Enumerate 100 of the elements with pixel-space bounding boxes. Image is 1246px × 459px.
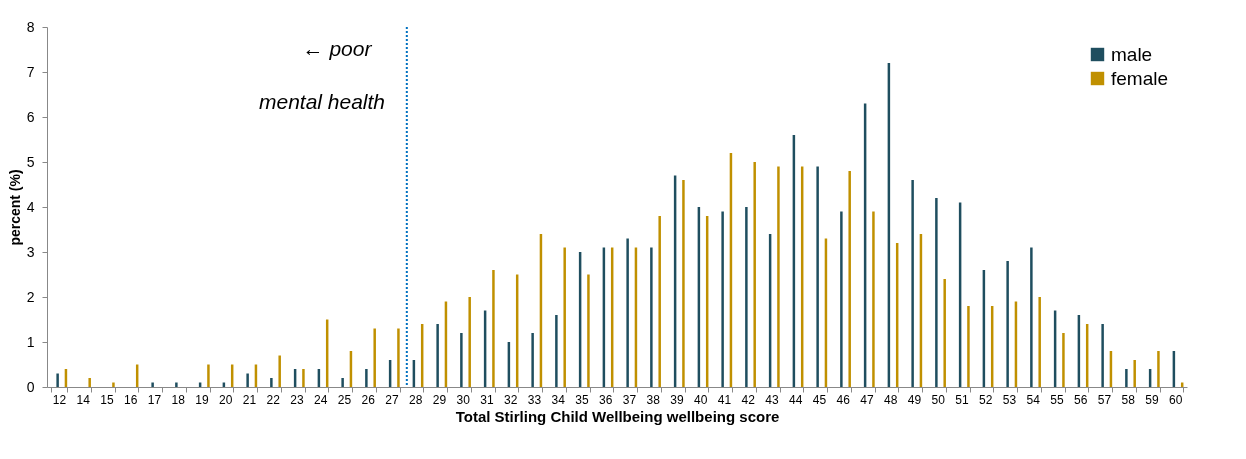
bar <box>373 328 376 387</box>
x-tick-label: 60 <box>1168 392 1183 407</box>
x-tick-label: 14 <box>76 392 91 407</box>
annotation: ← poor <box>302 37 373 60</box>
legend-label: female <box>1111 67 1169 89</box>
x-tick-label: 30 <box>456 392 471 407</box>
x-tick-label: 47 <box>860 392 874 407</box>
x-tick-label: 45 <box>812 392 827 407</box>
x-tick-label: 20 <box>218 392 233 407</box>
bar <box>468 297 471 387</box>
x-tick-label: 46 <box>836 392 851 407</box>
bar <box>777 166 780 387</box>
bar <box>587 274 590 387</box>
bar <box>278 355 281 387</box>
x-tick-label: 52 <box>978 392 993 407</box>
bar <box>1038 297 1041 387</box>
bar <box>397 328 400 387</box>
bar <box>872 211 875 387</box>
x-tick-label: 58 <box>1121 392 1136 407</box>
x-tick-label: 37 <box>622 392 637 407</box>
bar <box>270 378 273 387</box>
y-tick-label: 3 <box>26 243 35 260</box>
x-tick-label: 51 <box>955 392 969 407</box>
x-tick-label: 23 <box>290 392 304 407</box>
x-tick-label: 22 <box>266 392 281 407</box>
bar <box>935 198 938 387</box>
y-tick-label: 7 <box>26 63 35 80</box>
bar <box>1133 360 1136 387</box>
x-tick-label: 15 <box>100 392 114 407</box>
x-tick-label: 28 <box>408 392 423 407</box>
bar <box>531 333 534 387</box>
bar <box>207 364 210 387</box>
bar <box>1006 261 1009 387</box>
x-tick-label: 31 <box>480 392 494 407</box>
x-tick-label: 17 <box>147 392 162 407</box>
x-tick-label: 34 <box>551 392 566 407</box>
x-tick-label: 21 <box>242 392 257 407</box>
legend-label: male <box>1111 43 1153 65</box>
bar <box>88 378 91 387</box>
x-tick-label: 44 <box>788 392 803 407</box>
x-tick-label: 53 <box>1002 392 1017 407</box>
y-tick-label: 6 <box>26 108 35 125</box>
bar <box>563 247 566 387</box>
bar <box>365 369 368 387</box>
x-tick-label: 38 <box>646 392 661 407</box>
x-tick-label: 35 <box>575 392 589 407</box>
bar <box>302 369 305 387</box>
x-tick-label: 42 <box>741 392 756 407</box>
x-tick-label: 48 <box>883 392 898 407</box>
y-tick-label: 1 <box>26 333 35 350</box>
x-tick-label: 12 <box>52 392 67 407</box>
annotation: mental health <box>258 90 386 113</box>
x-tick-label: 41 <box>717 392 732 407</box>
bar <box>341 378 344 387</box>
x-tick-label: 55 <box>1050 392 1064 407</box>
x-tick-label: 16 <box>123 392 138 407</box>
bar <box>112 382 115 387</box>
bar <box>151 382 154 387</box>
bar <box>753 162 756 387</box>
bar <box>1125 369 1128 387</box>
bar <box>816 166 819 387</box>
bar <box>943 279 946 387</box>
x-tick-label: 39 <box>670 392 684 407</box>
bar <box>911 180 914 387</box>
bar <box>1030 247 1033 387</box>
bar <box>682 180 685 387</box>
bar <box>1157 351 1160 387</box>
bar <box>650 247 653 387</box>
bar <box>1101 324 1104 387</box>
x-tick-label: 18 <box>171 392 186 407</box>
y-tick-label: 5 <box>26 153 35 170</box>
bar <box>175 382 178 387</box>
x-tick-label: 29 <box>432 392 447 407</box>
bar <box>967 306 970 387</box>
bar <box>246 373 249 387</box>
bar <box>658 216 661 387</box>
y-tick-label: 2 <box>26 288 35 305</box>
bar <box>460 333 463 387</box>
y-tick-label: 4 <box>26 198 35 215</box>
y-tick-label: 8 <box>26 18 35 35</box>
x-tick-label: 33 <box>527 392 542 407</box>
x-tick-label: 59 <box>1145 392 1159 407</box>
y-tick-label: 0 <box>26 378 35 395</box>
x-tick-label: 36 <box>598 392 613 407</box>
x-tick-label: 19 <box>195 392 209 407</box>
bar <box>626 238 629 387</box>
x-tick-label: 56 <box>1073 392 1088 407</box>
x-tick-label: 25 <box>337 392 352 407</box>
x-tick-label: 54 <box>1026 392 1041 407</box>
x-tick-label: 50 <box>931 392 946 407</box>
x-tick-label: 26 <box>361 392 376 407</box>
x-tick-label: 40 <box>693 392 708 407</box>
bar <box>840 211 843 387</box>
y-axis-title: percent (%) <box>6 169 23 246</box>
bar <box>436 324 439 387</box>
x-tick-label: 57 <box>1097 392 1112 407</box>
x-tick-label: 43 <box>765 392 779 407</box>
x-tick-label: 32 <box>503 392 518 407</box>
x-tick-label: 27 <box>385 392 399 407</box>
bar <box>721 211 724 387</box>
